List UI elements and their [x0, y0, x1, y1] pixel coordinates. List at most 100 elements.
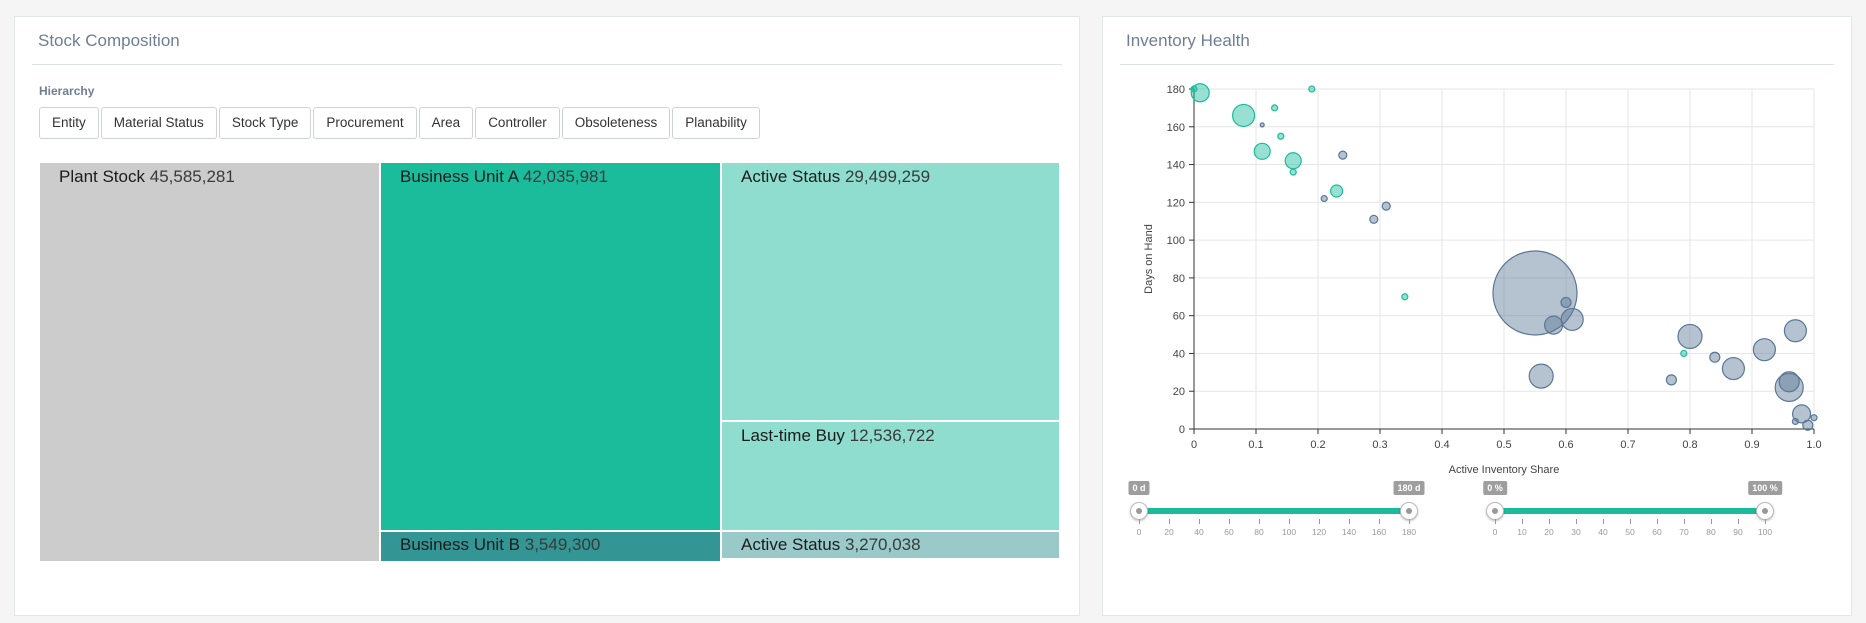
y-tick-label: 160 — [1167, 122, 1185, 134]
x-tick-label: 0.4 — [1434, 439, 1449, 451]
x-tick-label: 0.1 — [1248, 439, 1263, 451]
bubble-slate — [1721, 356, 1746, 381]
slider-tick-mark — [1684, 519, 1685, 524]
slider-tick-mark — [1576, 519, 1577, 524]
hierarchy-button-area[interactable]: Area — [418, 107, 474, 139]
treemap-tile-active-status-a[interactable]: Active Status 29,499,259 — [721, 162, 1060, 421]
bubble-teal — [1190, 85, 1198, 93]
bubble-slate — [1560, 296, 1572, 309]
hierarchy-button-stock-type[interactable]: Stock Type — [218, 107, 312, 139]
slider-tick-mark — [1630, 519, 1631, 524]
inventory-health-bubble-chart: 0 0.1 0.2 0.3 0.4 0.5 0.6 0.7 0.8 0.9 1.0 0 20 40 60 80… — [1143, 83, 1822, 476]
slider-max-value-label: 180 d — [1393, 481, 1425, 495]
panel-divider — [1120, 64, 1834, 65]
tile-value: 29,499,259 — [844, 167, 931, 186]
slider-max-handle[interactable] — [1756, 502, 1774, 520]
hierarchy-button-group: Entity Material Status Stock Type Procur… — [39, 107, 760, 139]
bubble-slate — [1259, 122, 1265, 128]
y-tick-label: 120 — [1167, 197, 1185, 209]
panel-title: Stock Composition — [38, 31, 180, 50]
hierarchy-button-obsoleteness[interactable]: Obsoleteness — [561, 107, 671, 139]
hierarchy-button-controller[interactable]: Controller — [475, 107, 560, 139]
share-range-slider[interactable]: 0 % 100 % 0 10 20 30 40 50 60 70 80 90 100 — [1483, 481, 1782, 541]
slider-tick-mark — [1711, 519, 1712, 524]
hierarchy-button-planability[interactable]: Planability — [672, 107, 760, 139]
treemap-tile-plant-stock[interactable]: Plant Stock 45,585,281 — [39, 162, 380, 562]
slider-tick-label: 160 — [1371, 527, 1387, 537]
slider-tick-label: 10 — [1517, 527, 1527, 537]
treemap-tile-business-unit-b[interactable]: Business Unit B 3,549,300 — [380, 531, 721, 562]
y-tick-label: 180 — [1167, 84, 1185, 96]
x-tick-label: 0.3 — [1372, 439, 1387, 451]
stock-treemap: Plant Stock 45,585,281 Business Unit A 4… — [39, 162, 1060, 562]
slider-tick-label: 50 — [1625, 527, 1635, 537]
tile-value: 45,585,281 — [149, 167, 235, 186]
y-tick-label: 20 — [1173, 386, 1185, 398]
tile-value: 3,549,300 — [524, 535, 601, 554]
bubble-slate — [1665, 374, 1678, 386]
bubble-slate — [1752, 338, 1777, 362]
slider-min-value-label: 0 % — [1483, 481, 1507, 495]
treemap-tile-last-time-buy[interactable]: Last-time Buy 12,536,722 — [721, 421, 1060, 531]
y-tick-label: 0 — [1179, 424, 1185, 436]
hierarchy-button-procurement[interactable]: Procurement — [313, 107, 417, 139]
slider-tick-label: 40 — [1194, 527, 1204, 537]
x-tick-label: 0 — [1191, 439, 1197, 451]
slider-min-handle[interactable] — [1486, 502, 1504, 520]
tile-value: 12,536,722 — [849, 426, 935, 445]
slider-tick-mark — [1169, 519, 1170, 524]
bubble-teal — [1232, 103, 1256, 128]
slider-tick-row: 0 20 40 60 80 100 120 140 160 180 — [1137, 519, 1416, 539]
bubble-slate — [1709, 351, 1721, 363]
slider-tick-mark — [1259, 519, 1260, 524]
hierarchy-button-entity[interactable]: Entity — [39, 107, 99, 139]
bubble-slate — [1381, 201, 1391, 211]
slider-max-handle[interactable] — [1400, 502, 1418, 520]
y-tick-label: 100 — [1167, 235, 1185, 247]
slider-min-handle[interactable] — [1130, 502, 1148, 520]
slider-tick-mark — [1319, 519, 1320, 524]
bubble-slate — [1338, 150, 1348, 160]
slider-tick-label: 0 — [1492, 527, 1498, 537]
slider-tick-label: 60 — [1224, 527, 1234, 537]
slider-tick-label: 20 — [1164, 527, 1174, 537]
bubble-teal — [1401, 293, 1409, 301]
slider-tick-label: 80 — [1706, 527, 1716, 537]
slider-tick-label: 140 — [1341, 527, 1357, 537]
slider-tick-label: 100 — [1757, 527, 1773, 537]
bubble-slate — [1791, 417, 1800, 426]
days-range-slider[interactable]: 0 d 180 d 0 20 40 60 80 100 120 140 160 180 — [1128, 481, 1425, 541]
tile-value: 42,035,981 — [522, 167, 608, 186]
slider-tick-mark — [1379, 519, 1380, 524]
slider-tick-mark — [1289, 519, 1290, 524]
tile-name: Active Status — [741, 535, 841, 554]
x-tick-label: 0.7 — [1620, 439, 1635, 451]
inventory-health-panel: Inventory Health 0 0.1 0.2 0.3 0.4 0.5 0.6 0.7 0… — [1102, 16, 1852, 616]
slider-tick-mark — [1139, 519, 1140, 524]
x-tick-label: 1.0 — [1806, 439, 1821, 451]
bubble-slate — [1544, 315, 1564, 335]
slider-tick-mark — [1657, 519, 1658, 524]
slider-tick-label: 180 — [1401, 527, 1417, 537]
bubble-teal — [1284, 152, 1302, 170]
bubble-teal — [1277, 132, 1285, 140]
tile-name: Plant Stock — [59, 167, 145, 186]
x-tick-label: 0.2 — [1310, 439, 1325, 451]
slider-selected-range — [1495, 508, 1765, 514]
bubble-slate — [1774, 372, 1804, 403]
bubble-teal — [1190, 83, 1210, 103]
slider-tick-mark — [1765, 519, 1766, 524]
treemap-tile-active-status-b[interactable]: Active Status 3,270,038 — [721, 531, 1060, 559]
x-axis-label: Active Inventory Share — [1449, 464, 1560, 476]
hierarchy-label: Hierarchy — [39, 84, 95, 98]
slider-tick-label: 100 — [1281, 527, 1297, 537]
treemap-tile-business-unit-a[interactable]: Business Unit A 42,035,981 — [380, 162, 721, 531]
slider-tick-mark — [1409, 519, 1410, 524]
slider-tick-row: 0 10 20 30 40 50 60 70 80 90 100 — [1492, 519, 1772, 539]
bubble-slate — [1320, 194, 1328, 203]
bubble-slate — [1677, 323, 1703, 350]
slider-tick-label: 20 — [1544, 527, 1554, 537]
panel-divider — [32, 64, 1062, 65]
hierarchy-button-material-status[interactable]: Material Status — [100, 107, 217, 139]
bubble-slate — [1783, 319, 1808, 343]
